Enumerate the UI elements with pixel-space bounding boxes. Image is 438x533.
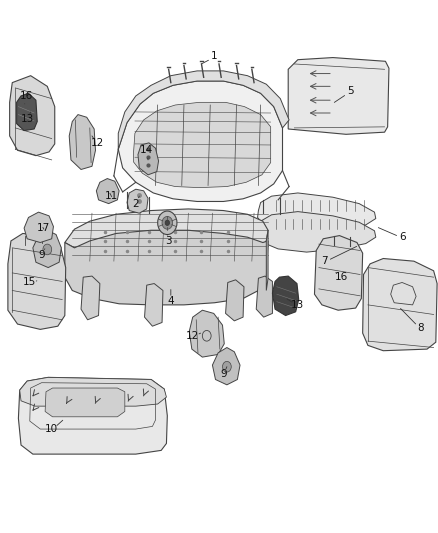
Polygon shape	[81, 276, 100, 320]
Text: 12: 12	[186, 331, 199, 341]
Text: 16: 16	[20, 91, 33, 101]
Polygon shape	[45, 388, 125, 417]
Text: 10: 10	[45, 424, 58, 434]
Polygon shape	[226, 280, 244, 321]
Text: 13: 13	[291, 300, 304, 310]
Text: 8: 8	[417, 323, 424, 333]
Circle shape	[162, 216, 173, 229]
Text: 17: 17	[37, 223, 50, 233]
Polygon shape	[256, 276, 272, 317]
Polygon shape	[134, 102, 271, 188]
Polygon shape	[96, 179, 119, 204]
Text: 3: 3	[165, 236, 172, 246]
Text: 6: 6	[399, 232, 406, 242]
Polygon shape	[212, 348, 240, 385]
Polygon shape	[127, 189, 148, 213]
Polygon shape	[10, 76, 55, 156]
Polygon shape	[69, 115, 95, 169]
Polygon shape	[20, 377, 166, 406]
Circle shape	[158, 211, 177, 235]
Text: 2: 2	[132, 199, 139, 208]
Polygon shape	[24, 212, 53, 243]
Polygon shape	[145, 284, 163, 326]
Text: 11: 11	[105, 191, 118, 200]
Polygon shape	[18, 377, 167, 454]
Text: 15: 15	[23, 278, 36, 287]
Text: 14: 14	[140, 146, 153, 155]
Text: 12: 12	[91, 138, 104, 148]
Polygon shape	[258, 193, 376, 233]
Polygon shape	[138, 143, 159, 175]
Text: 4: 4	[167, 296, 174, 306]
Polygon shape	[363, 259, 437, 351]
Polygon shape	[258, 212, 376, 252]
Polygon shape	[266, 230, 268, 290]
Text: 1: 1	[211, 51, 218, 61]
Text: 16: 16	[335, 272, 348, 282]
Polygon shape	[17, 93, 37, 131]
Polygon shape	[272, 276, 299, 316]
Text: 7: 7	[321, 256, 328, 266]
Polygon shape	[8, 233, 66, 329]
Polygon shape	[189, 310, 224, 357]
Polygon shape	[314, 236, 363, 310]
Polygon shape	[118, 81, 283, 201]
Text: 9: 9	[38, 250, 45, 260]
Text: 13: 13	[21, 114, 34, 124]
Polygon shape	[65, 230, 268, 305]
Circle shape	[43, 244, 52, 255]
Circle shape	[223, 361, 231, 372]
Polygon shape	[65, 209, 268, 263]
Polygon shape	[118, 71, 289, 149]
Polygon shape	[288, 58, 389, 134]
Text: 5: 5	[347, 86, 354, 95]
Polygon shape	[33, 230, 61, 268]
Circle shape	[165, 220, 170, 225]
Text: 9: 9	[220, 369, 227, 379]
